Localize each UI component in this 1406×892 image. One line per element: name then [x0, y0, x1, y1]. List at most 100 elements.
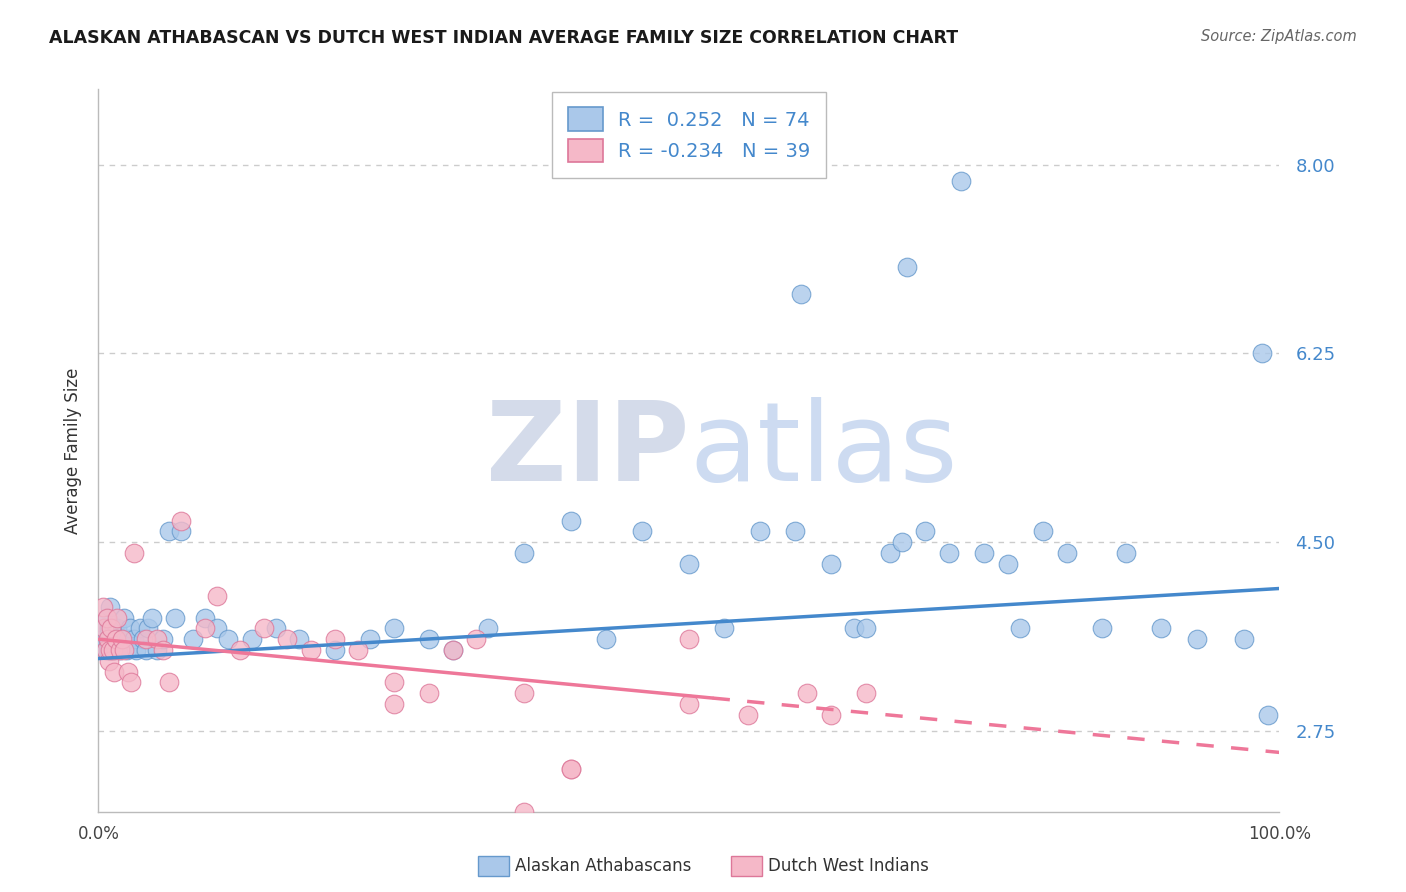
Point	[104, 632, 127, 647]
Point	[101, 643, 124, 657]
Point	[94, 643, 117, 657]
Point	[240, 632, 263, 647]
Point	[1233, 632, 1256, 647]
Y-axis label: Average Family Size: Average Family Size	[63, 368, 82, 533]
Point	[103, 621, 125, 635]
Point	[441, 643, 464, 657]
Point	[477, 621, 499, 635]
Point	[879, 546, 901, 560]
Point	[152, 632, 174, 647]
Point	[110, 632, 132, 647]
Point	[359, 632, 381, 647]
Point	[111, 632, 134, 647]
Point	[98, 654, 121, 668]
Point	[560, 762, 582, 776]
Point	[194, 610, 217, 624]
Point	[1008, 621, 1031, 635]
Text: Source: ZipAtlas.com: Source: ZipAtlas.com	[1201, 29, 1357, 44]
Point	[91, 599, 114, 614]
Point	[108, 643, 131, 657]
Point	[820, 707, 842, 722]
Point	[382, 675, 405, 690]
Point	[132, 632, 155, 647]
Point	[125, 643, 148, 657]
Point	[796, 686, 818, 700]
Point	[112, 610, 135, 624]
Point	[97, 632, 120, 647]
Point	[96, 610, 118, 624]
Point	[973, 546, 995, 560]
Point	[111, 632, 134, 647]
Point	[117, 632, 139, 647]
Point	[323, 643, 346, 657]
Point	[98, 599, 121, 614]
Point	[135, 632, 157, 647]
Point	[136, 621, 159, 635]
Point	[96, 610, 118, 624]
Point	[253, 621, 276, 635]
Point	[217, 632, 239, 647]
Point	[1250, 346, 1272, 360]
Point	[103, 665, 125, 679]
Point	[91, 632, 114, 647]
Point	[382, 697, 405, 711]
Point	[112, 643, 135, 657]
Point	[100, 621, 122, 635]
Point	[205, 621, 228, 635]
Point	[512, 805, 534, 819]
Point	[120, 621, 142, 635]
Point	[595, 632, 617, 647]
Point	[101, 643, 124, 657]
Point	[288, 632, 311, 647]
Point	[97, 632, 120, 647]
Point	[299, 643, 322, 657]
Point	[117, 665, 139, 679]
Point	[100, 632, 122, 647]
Point	[122, 546, 145, 560]
Point	[276, 632, 298, 647]
Text: ZIP: ZIP	[485, 397, 689, 504]
Point	[98, 643, 121, 657]
Point	[678, 632, 700, 647]
Point	[1185, 632, 1208, 647]
Text: ALASKAN ATHABASCAN VS DUTCH WEST INDIAN AVERAGE FAMILY SIZE CORRELATION CHART: ALASKAN ATHABASCAN VS DUTCH WEST INDIAN …	[49, 29, 959, 46]
Point	[105, 643, 128, 657]
Point	[418, 686, 440, 700]
Point	[382, 621, 405, 635]
Point	[1091, 621, 1114, 635]
Point	[1032, 524, 1054, 539]
Point	[737, 707, 759, 722]
Point	[560, 762, 582, 776]
Point	[844, 621, 866, 635]
Point	[512, 686, 534, 700]
Point	[107, 632, 129, 647]
Point	[630, 524, 652, 539]
Point	[105, 621, 128, 635]
Point	[98, 621, 121, 635]
Point	[1257, 707, 1279, 722]
Point	[1115, 546, 1137, 560]
Point	[105, 632, 128, 647]
Point	[347, 643, 370, 657]
Point	[678, 697, 700, 711]
Text: Dutch West Indians: Dutch West Indians	[768, 857, 928, 875]
Point	[560, 514, 582, 528]
Point	[997, 557, 1019, 571]
Point	[146, 643, 169, 657]
Text: atlas: atlas	[689, 397, 957, 504]
Point	[97, 643, 120, 657]
Point	[115, 643, 138, 657]
Point	[465, 632, 488, 647]
Point	[94, 643, 117, 657]
Point	[157, 675, 180, 690]
Point	[229, 643, 252, 657]
Point	[512, 546, 534, 560]
Point	[949, 174, 972, 188]
Point	[170, 514, 193, 528]
Point	[914, 524, 936, 539]
Point	[205, 589, 228, 603]
Point	[194, 621, 217, 635]
Point	[141, 610, 163, 624]
Point	[855, 621, 877, 635]
Point	[713, 621, 735, 635]
